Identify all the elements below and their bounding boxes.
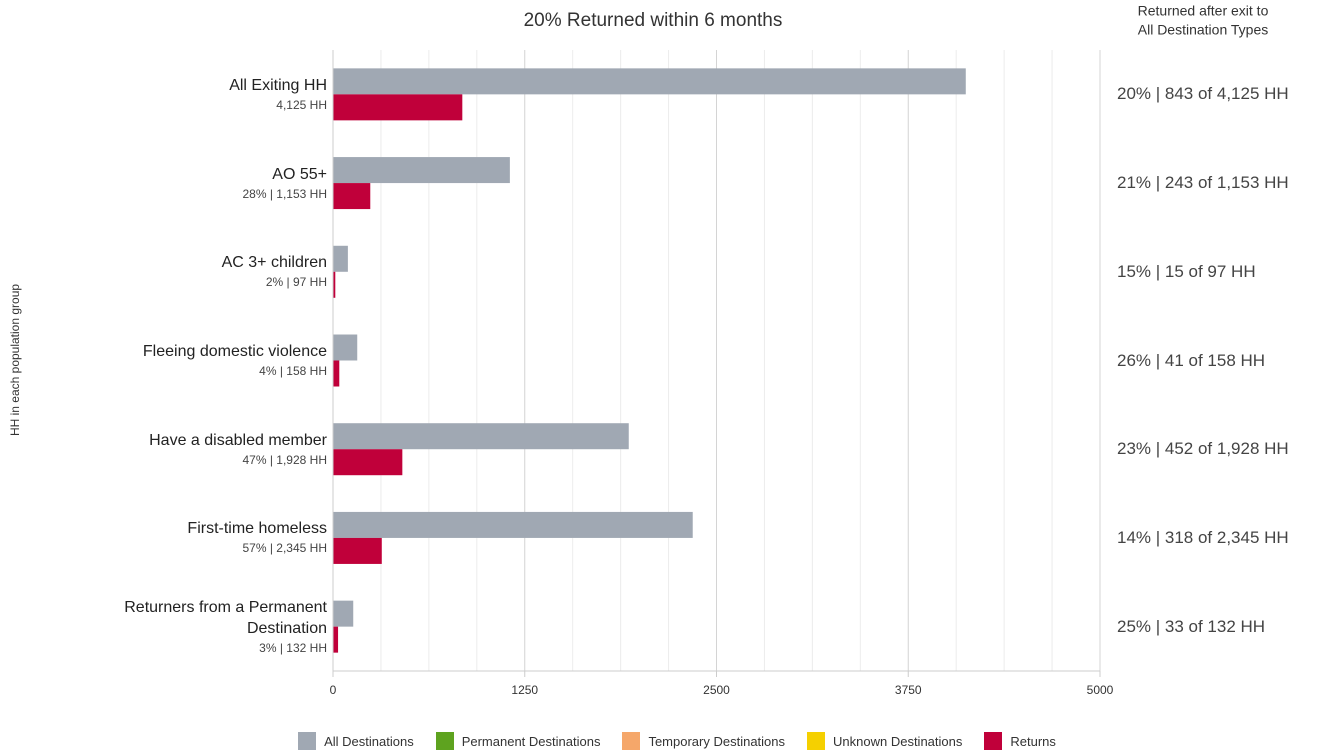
category-name: AO 55+: [272, 165, 327, 183]
category-label: AC 3+ children 2% | 97 HH: [77, 232, 327, 312]
legend-swatch: [807, 732, 826, 750]
legend-label: Temporary Destinations: [648, 733, 786, 749]
right-label: 21% | 243 of 1,153 HH: [1117, 173, 1289, 193]
category-label: First-time homeless 57% | 2,345 HH: [77, 498, 327, 578]
legend-item: Permanent Destinations: [435, 732, 601, 750]
category-note: 4,125 HH: [276, 97, 327, 112]
bar: [333, 626, 339, 653]
legend: All Destinations Permanent Destinations Te…: [0, 732, 1320, 750]
bar: [333, 94, 463, 121]
legend-item: Temporary Destinations: [622, 732, 785, 750]
category-name: Returners from a Permanent Destination: [124, 598, 327, 637]
right-label: 25% | 33 of 132 HH: [1117, 616, 1266, 636]
category-name: AC 3+ children: [221, 254, 327, 272]
legend-label: Unknown Destinations: [833, 733, 963, 749]
chart-title: 20% Returned within 6 months: [524, 10, 783, 31]
bar: [333, 245, 348, 272]
category-label: Returners from a Permanent Destination 3%…: [77, 587, 327, 667]
bar: [333, 271, 336, 298]
legend-swatch: [435, 732, 454, 750]
legend-item: Returns: [984, 732, 1056, 750]
bar: [333, 157, 510, 184]
bar: [333, 68, 966, 95]
bar: [333, 423, 629, 450]
category-name: Fleeing domestic violence: [142, 343, 327, 360]
legend-swatch: [622, 732, 641, 750]
legend-label: Permanent Destinations: [461, 733, 601, 749]
category-name: Have a disabled member: [149, 431, 327, 449]
right-label: 20% | 843 of 4,125 HH: [1117, 84, 1289, 104]
category-note: 57% | 2,345 HH: [242, 541, 328, 556]
bar: [333, 183, 371, 210]
category-note: 3% | 132 HH: [259, 640, 327, 655]
category-label: All Exiting HH 4,125 HH: [77, 54, 327, 134]
right-label: 26% | 41 of 158 HH: [1117, 350, 1266, 370]
legend-item: Unknown Destinations: [807, 732, 962, 750]
right-label: 23% | 452 of 1,928 HH: [1117, 439, 1289, 459]
right-header: All Destination Types: [1138, 22, 1268, 38]
bar: [333, 511, 693, 538]
category-name: First-time homeless: [187, 520, 327, 538]
x-tick-label: 0: [330, 683, 337, 697]
legend-swatch: [298, 732, 317, 750]
legend-swatch: [984, 732, 1003, 750]
category-note: 2% | 97 HH: [265, 275, 327, 290]
category-label: Fleeing domestic violence 4% | 158 HH: [77, 321, 327, 401]
bar: [333, 449, 403, 476]
y-axis-title: HH in each population group: [8, 284, 22, 436]
legend-label: Returns: [1010, 733, 1056, 749]
category-note: 4% | 158 HH: [259, 364, 327, 378]
category-note: 28% | 1,153 HH: [242, 186, 328, 201]
bar: [333, 334, 358, 361]
x-tick-label: 3750: [895, 683, 922, 697]
right-label: 15% | 15 of 97 HH: [1117, 261, 1256, 281]
category-label: AO 55+ 28% | 1,153 HH: [77, 143, 328, 223]
x-tick-label: 5000: [1087, 683, 1114, 697]
right-label: 14% | 318 of 2,345 HH: [1117, 527, 1289, 547]
category-note: 47% | 1,928 HH: [242, 452, 328, 467]
x-tick-label: 2500: [703, 683, 730, 697]
right-header: Returned after exit to: [1138, 3, 1269, 19]
bar: [333, 600, 354, 627]
x-tick-label: 1250: [511, 683, 538, 697]
legend-label: All Destinations: [324, 733, 414, 749]
category-name: All Exiting HH: [229, 76, 327, 94]
bar: [333, 537, 382, 564]
category-label: Have a disabled member 47% | 1,928 HH: [77, 409, 327, 489]
bar: [333, 360, 340, 387]
legend-item: All Destinations: [298, 732, 414, 750]
